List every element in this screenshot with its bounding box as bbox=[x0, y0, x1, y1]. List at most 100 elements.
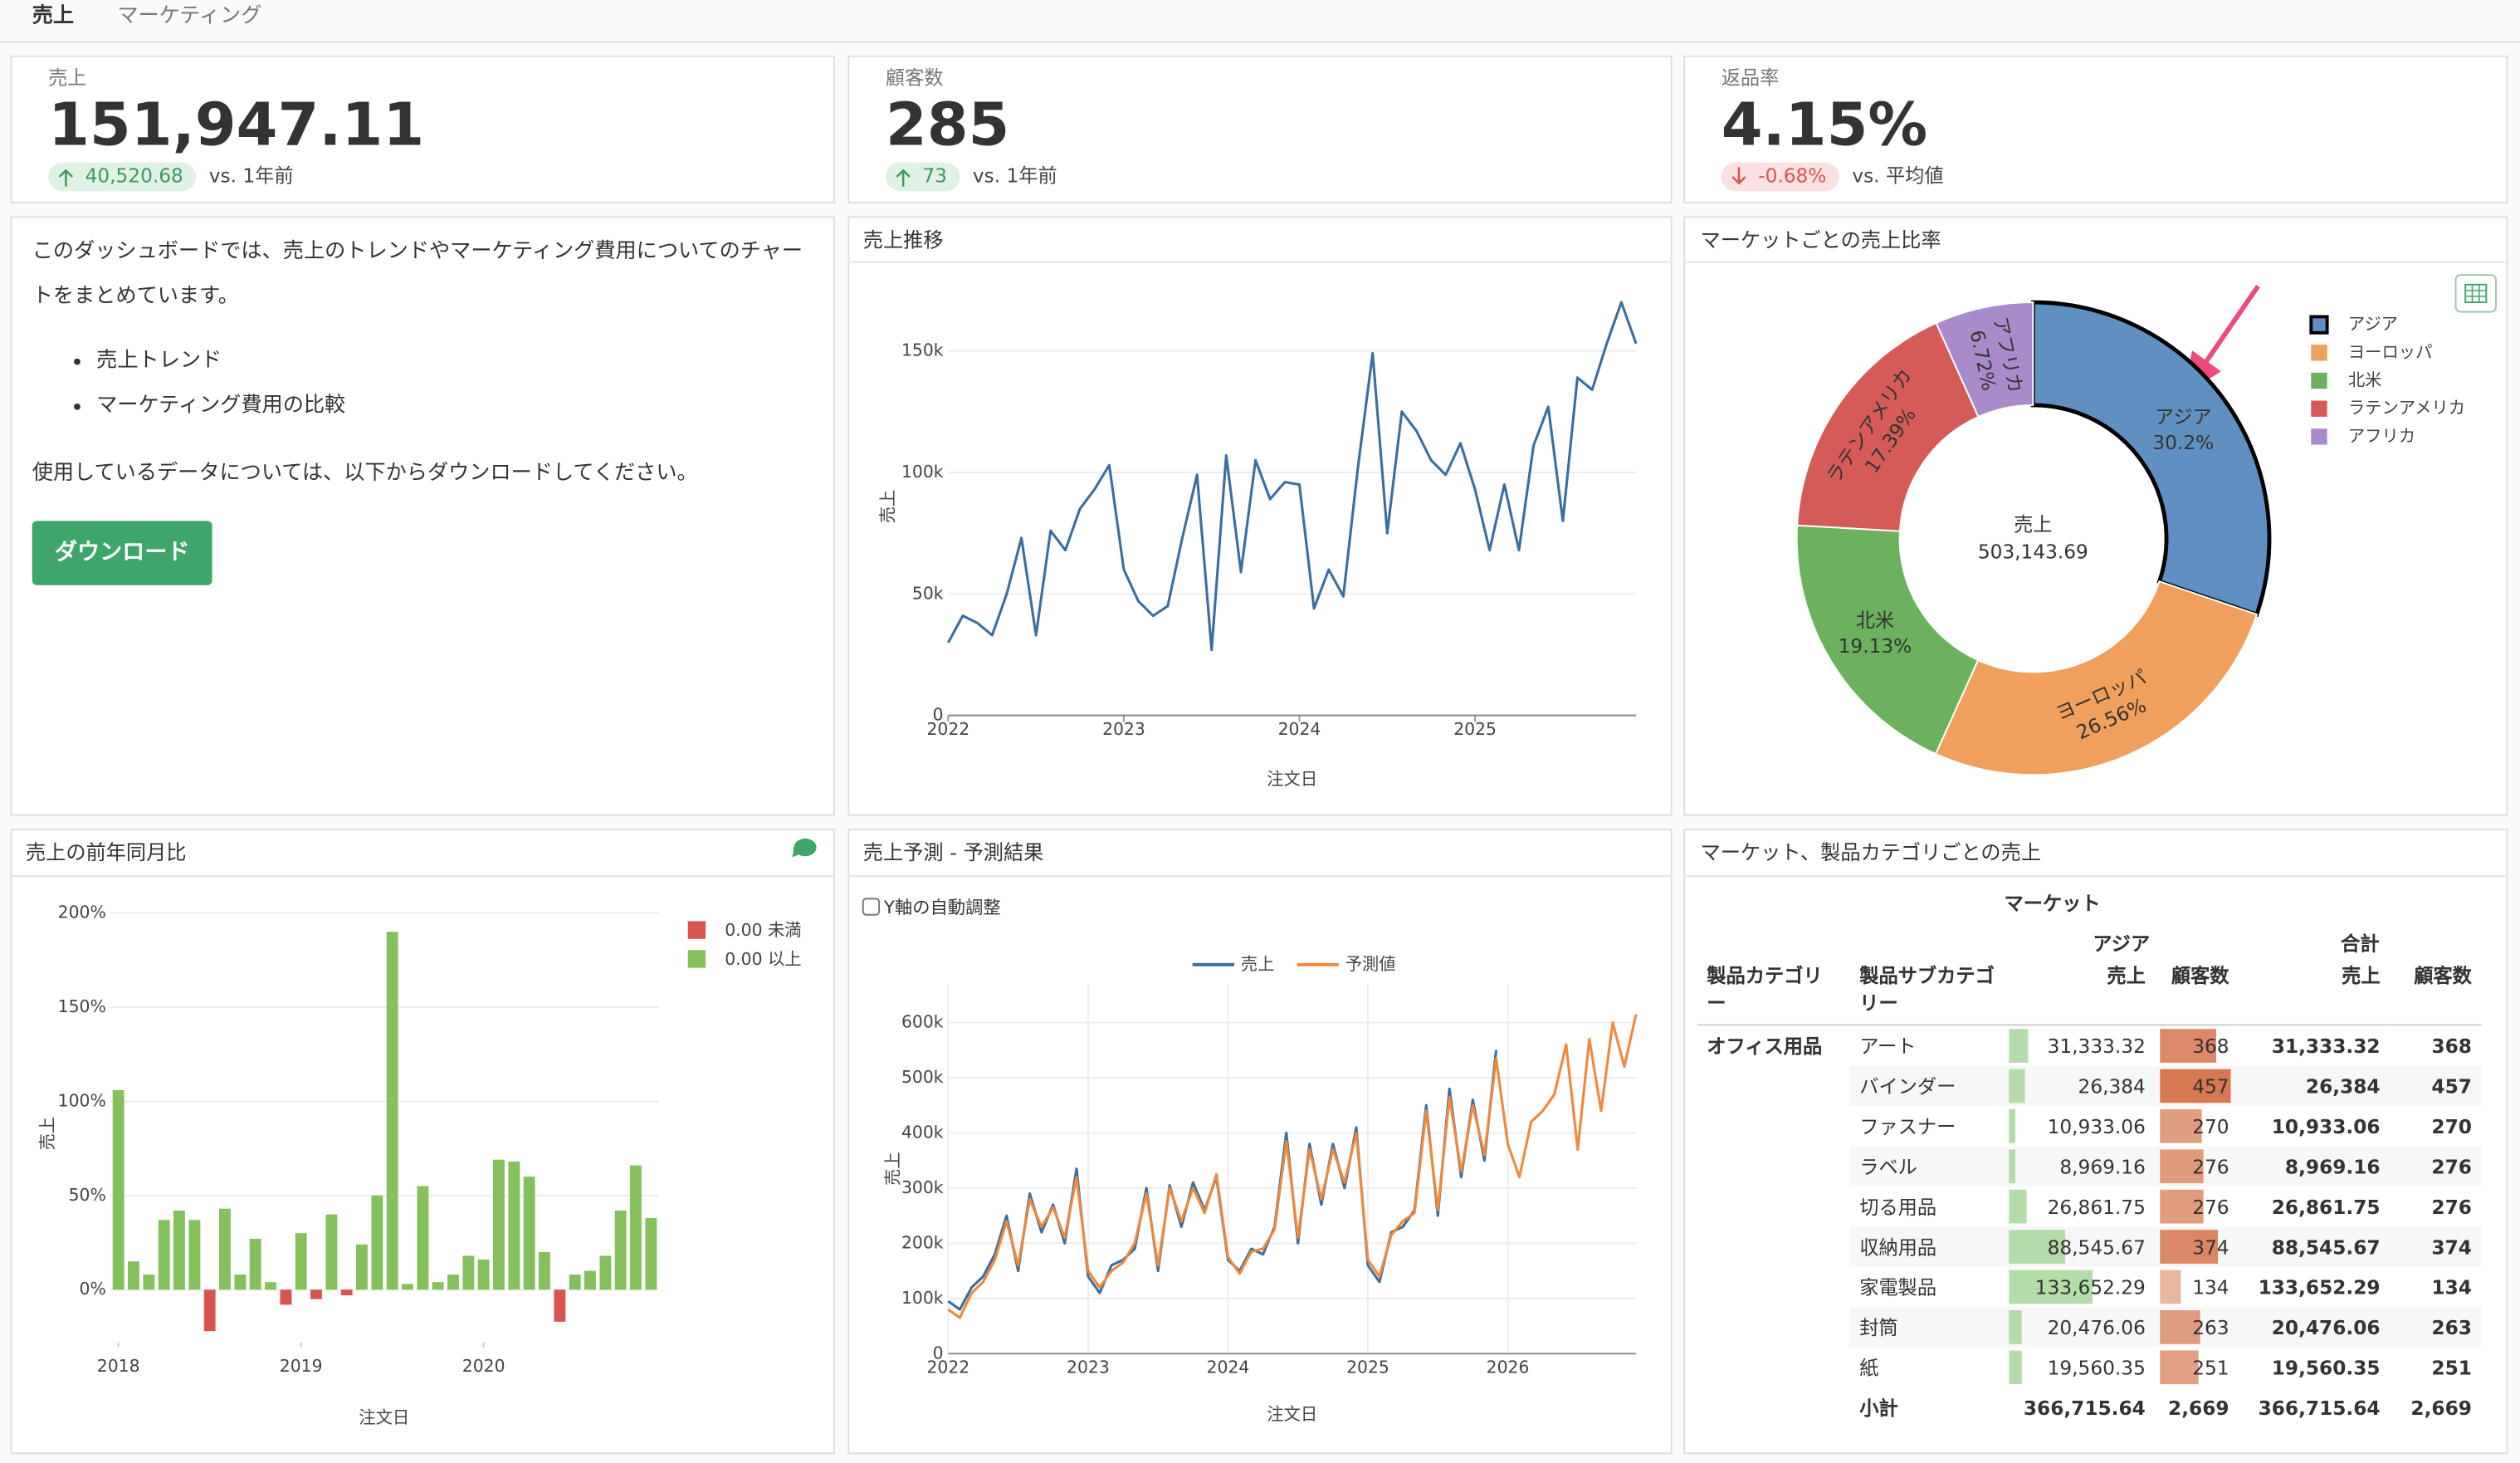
total-customers: 276 bbox=[2431, 1195, 2472, 1218]
bar bbox=[462, 1255, 475, 1290]
customers: 263 bbox=[2192, 1315, 2229, 1338]
pie-label-name: アジア bbox=[2155, 406, 2212, 428]
customers-cell: 251 bbox=[2155, 1348, 2239, 1387]
bar bbox=[158, 1220, 170, 1290]
blank bbox=[1697, 883, 1850, 922]
panel-title: マーケット、製品カテゴリごとの売上 bbox=[1701, 841, 2041, 864]
total-sales: 20,476.06 bbox=[2239, 1307, 2391, 1348]
y-tick-label: 50k bbox=[912, 583, 944, 603]
kpi-label: 顧客数 bbox=[886, 66, 944, 89]
y-tick-label: 200k bbox=[901, 1232, 944, 1252]
y-tick-label: 100k bbox=[901, 1288, 944, 1308]
bar bbox=[249, 1239, 261, 1290]
customers: 457 bbox=[2192, 1074, 2229, 1098]
icon-grid[interactable] bbox=[2464, 283, 2488, 303]
column-header: 売上 bbox=[2004, 962, 2156, 1026]
comment-icon[interactable] bbox=[792, 838, 817, 858]
x-tick-label: 2026 bbox=[1487, 1358, 1530, 1377]
customers: 276 bbox=[2192, 1155, 2229, 1178]
sales-cell: 10,933.06 bbox=[2004, 1106, 2155, 1146]
panel-title: 売上の前年同月比 bbox=[26, 841, 187, 864]
bar bbox=[112, 1089, 125, 1290]
x-tick-label: 2024 bbox=[1207, 1358, 1250, 1377]
annotation-arrow bbox=[2203, 285, 2260, 365]
total-customers: 134 bbox=[2431, 1275, 2472, 1299]
total-customers: 276 bbox=[2390, 1146, 2482, 1187]
kpi-delta-badge bbox=[1721, 162, 1839, 192]
customers-bar bbox=[2160, 1069, 2231, 1103]
total-customers: 270 bbox=[2431, 1114, 2472, 1138]
pie-label-value: 19.13% bbox=[1839, 635, 1912, 658]
x-tick-label: 2025 bbox=[1453, 719, 1497, 739]
bar bbox=[295, 1233, 307, 1290]
panels bbox=[10, 55, 2508, 1455]
kpi-compare: vs. 1年前 bbox=[209, 165, 294, 188]
blank bbox=[1697, 1106, 1850, 1147]
bar bbox=[584, 1270, 596, 1290]
x-tick-label: 2019 bbox=[280, 1356, 323, 1376]
legend-label: ラテンアメリカ bbox=[2348, 398, 2465, 418]
bar bbox=[173, 1210, 185, 1290]
bar bbox=[280, 1289, 292, 1305]
total-header: 合計 bbox=[2341, 932, 2380, 956]
total-customers: 368 bbox=[2431, 1034, 2472, 1058]
y-tick-label: 500k bbox=[901, 1067, 944, 1087]
subcategory: 家電製品 bbox=[1859, 1276, 1937, 1299]
sales-bar bbox=[2009, 1350, 2021, 1385]
icon-grid-lines[interactable] bbox=[2465, 284, 2487, 303]
bullet-list: 売上トレンド マーケティング費用の比較 bbox=[32, 340, 820, 429]
pie-center-value: 503,143.69 bbox=[1978, 541, 2088, 564]
legend-label: アフリカ bbox=[2348, 426, 2415, 446]
sales-bar bbox=[2009, 1310, 2022, 1344]
row: ラベル 8,969.16 276 8,969.16 276 bbox=[1697, 1146, 2482, 1187]
description: このダッシュボードでは、売上のトレンドやマーケティング費用についてのチャートをま… bbox=[32, 230, 820, 511]
kpi-delta-arrow bbox=[1731, 167, 1746, 185]
subcategory: 紙 bbox=[1859, 1357, 1879, 1380]
sales-cell: 8,969.16 bbox=[2004, 1146, 2156, 1187]
header-row: アジア 合計 bbox=[1697, 922, 2482, 962]
table: マーケット アジア 合計 製品カテゴリー 製品サブカテゴリー 売上 顧客数 売上 顧客数 オフィス… bbox=[1697, 883, 2482, 1427]
kpi-delta-badge bbox=[48, 162, 197, 192]
sales: 26,861.75 bbox=[2047, 1195, 2146, 1218]
row: ファスナー 10,933.06 270 10,933.06 270 bbox=[1697, 1106, 2482, 1147]
kpi-delta-arrow bbox=[896, 169, 911, 187]
bar bbox=[340, 1289, 353, 1296]
kpi-value: 151,947.11 bbox=[48, 90, 424, 159]
download-button-label[interactable]: ダウンロード bbox=[55, 539, 190, 565]
subcategory: ラベル bbox=[1849, 1146, 2005, 1187]
icon-frame[interactable] bbox=[2454, 274, 2497, 313]
tab[interactable]: マーケティング bbox=[117, 2, 261, 27]
bar bbox=[645, 1218, 657, 1290]
pie-slice bbox=[1795, 524, 1980, 756]
blank bbox=[2239, 883, 2390, 922]
table-icon[interactable] bbox=[2454, 274, 2497, 313]
customers-cell: 134 bbox=[2155, 1267, 2239, 1307]
panel-title: マーケットごとの売上比率 bbox=[1701, 228, 1941, 252]
total-sales: 88,545.67 bbox=[2239, 1226, 2391, 1267]
kpi-value: 4.15% bbox=[1722, 90, 1927, 159]
download-button[interactable] bbox=[32, 521, 212, 585]
checkbox-label[interactable]: Y軸の自動調整 bbox=[883, 898, 1001, 918]
pie-slice bbox=[1934, 580, 2259, 776]
header-dividers bbox=[11, 261, 2508, 878]
sales-cell: 26,384 bbox=[2004, 1065, 2156, 1107]
checkbox[interactable]: Y軸の自動調整 bbox=[862, 898, 1001, 918]
pie-label-name: 北米 bbox=[1856, 609, 1894, 632]
row: 収納用品 88,545.67 374 88,545.67 374 bbox=[1697, 1226, 2482, 1267]
kpi-compare: vs. 平均値 bbox=[1852, 165, 1943, 188]
sales: 26,384 bbox=[2078, 1074, 2146, 1098]
y-tick-label: 0 bbox=[933, 705, 944, 725]
tab-active[interactable]: 売上 bbox=[32, 2, 74, 27]
y-tick-label: 0 bbox=[933, 1343, 944, 1363]
y-tick-label: 100% bbox=[58, 1090, 106, 1110]
category: オフィス用品 bbox=[1697, 1025, 1850, 1066]
bar bbox=[447, 1275, 459, 1290]
card bbox=[847, 55, 1673, 203]
x-tick-label: 2023 bbox=[1102, 719, 1145, 739]
blank bbox=[1697, 1387, 1850, 1427]
customers-bar bbox=[2160, 1310, 2201, 1344]
checkbox-box[interactable] bbox=[862, 898, 881, 916]
x-tick-label: 2018 bbox=[97, 1356, 140, 1376]
legend-label: 0.00 未満 bbox=[725, 920, 801, 940]
